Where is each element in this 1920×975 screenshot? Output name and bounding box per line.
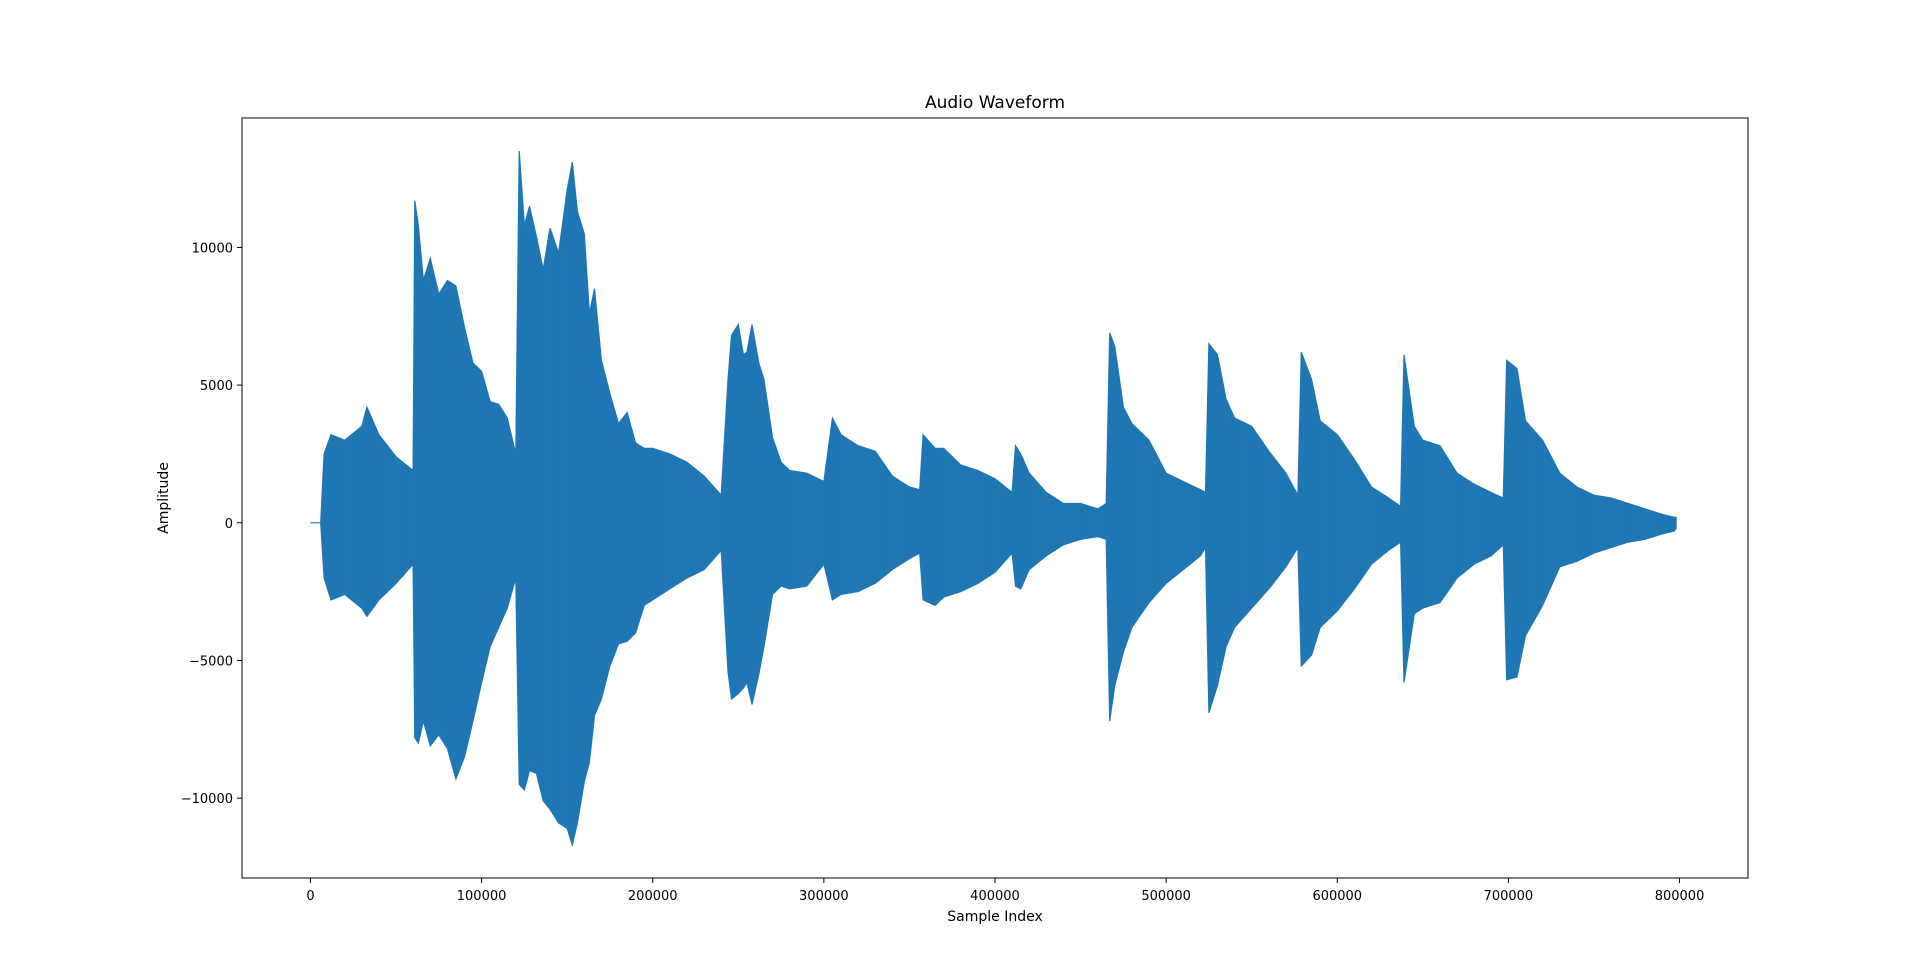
y-tick-label: 10000 bbox=[192, 241, 233, 256]
x-tick-label: 100000 bbox=[457, 889, 507, 904]
y-axis: −10000 −5000 0 5000 10000 bbox=[181, 241, 242, 807]
y-tick-label: 5000 bbox=[200, 379, 233, 394]
waveform-detail bbox=[320, 157, 1677, 838]
chart-title: Audio Waveform bbox=[925, 93, 1065, 113]
x-tick-label: 400000 bbox=[970, 889, 1020, 904]
plot-area bbox=[310, 150, 1677, 848]
y-axis-label: Amplitude bbox=[156, 462, 172, 534]
x-axis-label: Sample Index bbox=[947, 909, 1042, 925]
x-tick-label: 500000 bbox=[1141, 889, 1191, 904]
y-tick-label: −5000 bbox=[189, 654, 233, 669]
x-axis: 0 100000 200000 300000 400000 500000 600000 700… bbox=[306, 878, 1704, 904]
x-tick-label: 700000 bbox=[1484, 889, 1534, 904]
x-tick-label: 800000 bbox=[1655, 889, 1705, 904]
x-tick-label: 200000 bbox=[628, 889, 678, 904]
x-tick-label: 300000 bbox=[799, 889, 849, 904]
x-tick-label: 600000 bbox=[1312, 889, 1362, 904]
y-tick-label: 0 bbox=[225, 517, 233, 532]
y-tick-label: −10000 bbox=[181, 792, 233, 807]
x-tick-label: 0 bbox=[306, 889, 314, 904]
